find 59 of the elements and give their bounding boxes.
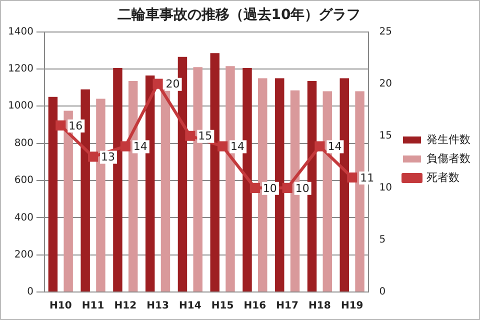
x-tick-label: H13 — [146, 300, 169, 312]
x-tick-label: H18 — [308, 300, 331, 312]
legend-label: 負傷者数 — [426, 152, 470, 165]
bar — [160, 89, 170, 292]
data-label: 16 — [68, 119, 83, 132]
y2-tick-label: 25 — [379, 26, 392, 38]
data-label: 10 — [295, 182, 310, 195]
bar — [80, 89, 90, 292]
point — [88, 152, 98, 162]
bar — [178, 56, 188, 292]
y-tick-label: 1000 — [8, 100, 34, 112]
bar — [48, 96, 58, 292]
bar — [210, 53, 220, 292]
y-tick-label: 1400 — [8, 26, 34, 38]
data-label: 14 — [230, 140, 245, 154]
point — [152, 78, 163, 89]
y-tick-label: 0 — [27, 286, 34, 298]
y2-tick-label: 5 — [379, 234, 386, 246]
y-tick-label: 1200 — [8, 64, 34, 75]
data-label: 20 — [166, 78, 180, 91]
data-label: 14 — [133, 140, 148, 154]
point — [250, 182, 260, 193]
y-tick-label: 200 — [14, 249, 34, 260]
point — [56, 120, 66, 131]
bar — [340, 78, 350, 292]
bar — [145, 75, 155, 292]
data-label: 11 — [360, 171, 374, 184]
x-tick-label: H12 — [114, 300, 137, 312]
bar — [113, 68, 122, 292]
point — [314, 141, 325, 152]
y-tick-label: 800 — [14, 138, 34, 149]
y-tick-label: 400 — [14, 212, 34, 224]
data-label: 15 — [198, 130, 212, 143]
y-tick-label: 600 — [14, 175, 34, 186]
chart-title: 二輪車事故の推移（過去10年）グラフ — [117, 7, 361, 24]
x-tick-label: H15 — [211, 300, 234, 312]
point — [347, 172, 358, 183]
y2-tick-label: 10 — [379, 182, 392, 194]
x-tick-label: H16 — [244, 300, 266, 312]
legend-label: 死者数 — [426, 170, 460, 184]
x-tick-label: H10 — [49, 300, 72, 312]
y2-tick-label: 0 — [379, 286, 386, 298]
data-label: 14 — [328, 140, 342, 154]
x-tick-label: H17 — [276, 300, 298, 312]
data-label: 10 — [262, 182, 277, 195]
bar — [242, 68, 252, 292]
point — [120, 141, 130, 152]
point — [185, 130, 196, 141]
y2-tick-label: 20 — [379, 78, 392, 90]
legend-label: 発生件数 — [426, 132, 470, 146]
bar — [275, 78, 284, 292]
bar — [307, 81, 317, 292]
data-label: 13 — [101, 150, 116, 164]
point — [282, 182, 292, 193]
x-tick-label: H19 — [340, 300, 364, 312]
y2-tick-label: 15 — [379, 130, 392, 142]
point — [218, 141, 228, 152]
x-tick-label: H14 — [179, 300, 202, 312]
x-tick-label: H11 — [82, 300, 104, 312]
